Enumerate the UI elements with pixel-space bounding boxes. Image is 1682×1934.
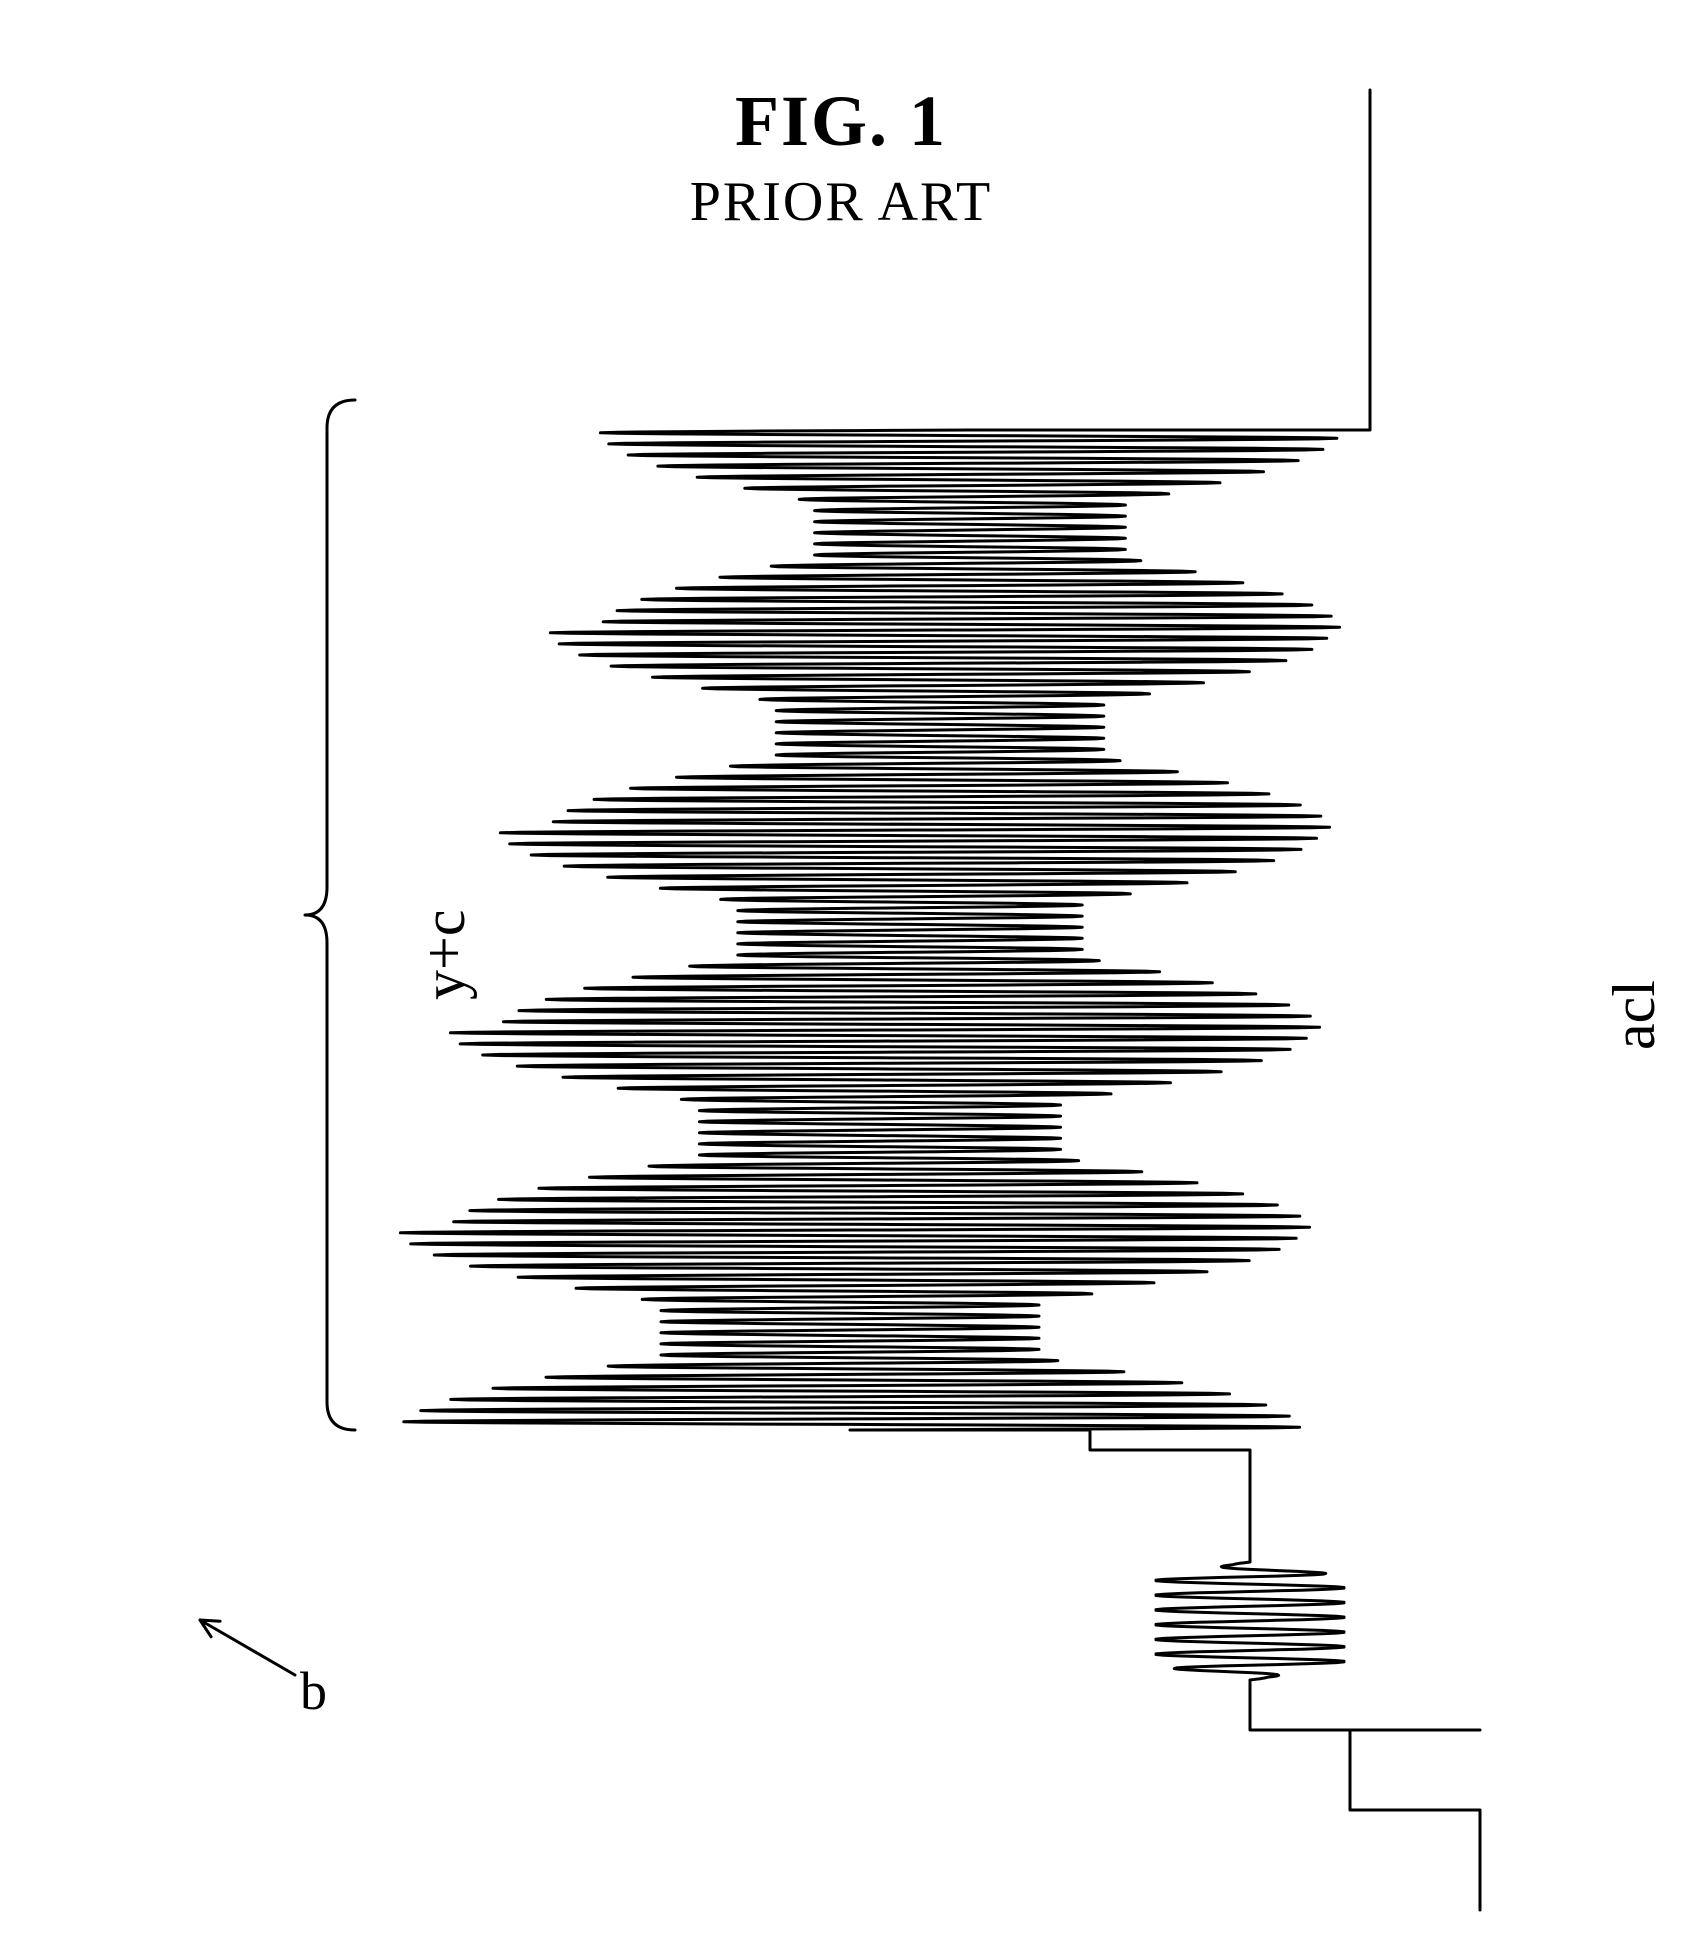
waveform-diagram [0,0,1682,1934]
